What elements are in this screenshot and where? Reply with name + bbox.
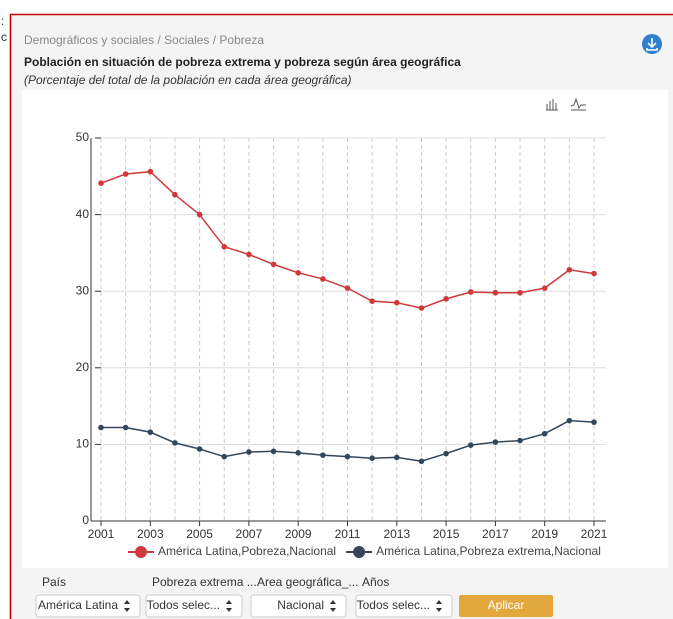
select-value: Nacional: [277, 598, 324, 612]
data-point: [517, 437, 523, 444]
y-tick-label: 50: [76, 130, 90, 144]
data-point: [591, 419, 597, 425]
data-point: [344, 453, 351, 460]
data-point: [517, 289, 523, 296]
x-tick-label: 2019: [531, 527, 558, 541]
x-tick-label: 2017: [482, 527, 509, 541]
legend-item[interactable]: América Latina,Pobreza extrema,Nacional: [346, 544, 601, 558]
x-tick-label: 2013: [383, 527, 410, 541]
select-arrows: [226, 600, 232, 612]
select-value: Todos selec...: [147, 598, 220, 612]
legend-label: América Latina,Pobreza extrema,Nacional: [376, 544, 601, 558]
y-tick-label: 40: [76, 207, 90, 221]
filter-label: Años: [362, 575, 389, 589]
data-point: [541, 285, 548, 291]
line-chart-icon[interactable]: [570, 97, 586, 111]
data-point: [418, 305, 425, 311]
data-point: [295, 270, 302, 276]
data-point: [443, 296, 449, 302]
x-tick-label: 2011: [335, 527, 361, 541]
data-point: [221, 453, 228, 460]
data-point: [344, 285, 351, 291]
data-point: [98, 180, 104, 186]
legend-label: América Latina,Pobreza,Nacional: [158, 544, 336, 558]
data-point: [492, 439, 499, 445]
data-point: [492, 289, 499, 296]
data-point: [196, 446, 203, 452]
data-point: [418, 458, 425, 465]
x-tick-label: 2009: [285, 527, 312, 541]
x-tick-label: 2021: [581, 527, 608, 541]
cut-text: c: [1, 30, 7, 44]
y-tick-label: 30: [76, 283, 90, 297]
data-point: [541, 430, 548, 437]
data-point: [394, 454, 400, 461]
filter-label: Area geográfica_...: [257, 575, 358, 589]
data-point: [147, 429, 154, 435]
x-tick-label: 2001: [88, 527, 115, 541]
legend-item[interactable]: América Latina,Pobreza,Nacional: [128, 544, 336, 558]
data-point: [122, 171, 129, 177]
filter-select[interactable]: Todos selec...: [145, 594, 243, 618]
filter-label: Pobreza extrema ...: [152, 575, 257, 589]
select-arrows: [436, 600, 442, 612]
button-box: [459, 595, 553, 617]
data-point: [467, 289, 474, 295]
data-point: [270, 448, 277, 455]
select-value: Todos selec...: [357, 598, 430, 612]
chart-title: Población en situación de pobreza extrem…: [24, 55, 461, 69]
bar-chart-icon[interactable]: [546, 99, 558, 111]
data-point: [122, 424, 129, 431]
data-point: [98, 424, 104, 431]
data-point: [369, 298, 375, 304]
data-point: [369, 455, 375, 461]
download-icon[interactable]: [642, 34, 662, 54]
data-point: [221, 243, 228, 250]
filter-select[interactable]: Todos selec...: [355, 594, 453, 618]
x-tick-label: 2015: [433, 527, 460, 541]
data-point: [172, 440, 178, 446]
chart-subtitle: (Porcentaje del total de la población en…: [24, 73, 352, 87]
breadcrumb: Demográficos y sociales / Sociales / Pob…: [24, 33, 264, 47]
data-point: [270, 261, 277, 268]
legend-marker: [353, 546, 366, 558]
apply-button[interactable]: Aplicar: [459, 595, 553, 617]
x-tick-label: 2007: [236, 527, 263, 541]
y-tick-label: 20: [76, 360, 90, 374]
filter-select[interactable]: América Latina: [35, 594, 141, 618]
select-value: América Latina: [38, 598, 118, 612]
data-point: [295, 450, 302, 456]
select-arrows: [330, 600, 336, 612]
select-box: [145, 594, 243, 618]
data-point: [246, 251, 252, 258]
x-tick-label: 2003: [137, 527, 164, 541]
data-point: [320, 276, 326, 282]
data-point: [566, 266, 573, 273]
data-point: [443, 450, 449, 457]
data-point: [467, 442, 474, 448]
y-tick-label: 10: [76, 437, 90, 451]
y-tick-label: 0: [82, 513, 89, 527]
data-point: [172, 191, 178, 198]
cut-text: :: [1, 14, 4, 28]
x-tick-label: 2005: [186, 527, 213, 541]
chart-area: [22, 90, 668, 568]
data-point: [196, 211, 203, 218]
select-arrows: [124, 600, 130, 612]
data-point: [320, 452, 326, 458]
data-point: [394, 299, 400, 306]
select-box: [35, 594, 141, 618]
data-point: [591, 270, 597, 277]
data-point: [246, 449, 252, 455]
button-label: Aplicar: [488, 598, 525, 612]
select-box: [250, 594, 347, 618]
filter-label: País: [42, 575, 66, 589]
select-box: [355, 594, 453, 618]
filter-select[interactable]: Nacional: [250, 594, 347, 618]
data-point: [147, 168, 154, 175]
legend-marker: [135, 546, 147, 558]
data-point: [566, 417, 573, 424]
